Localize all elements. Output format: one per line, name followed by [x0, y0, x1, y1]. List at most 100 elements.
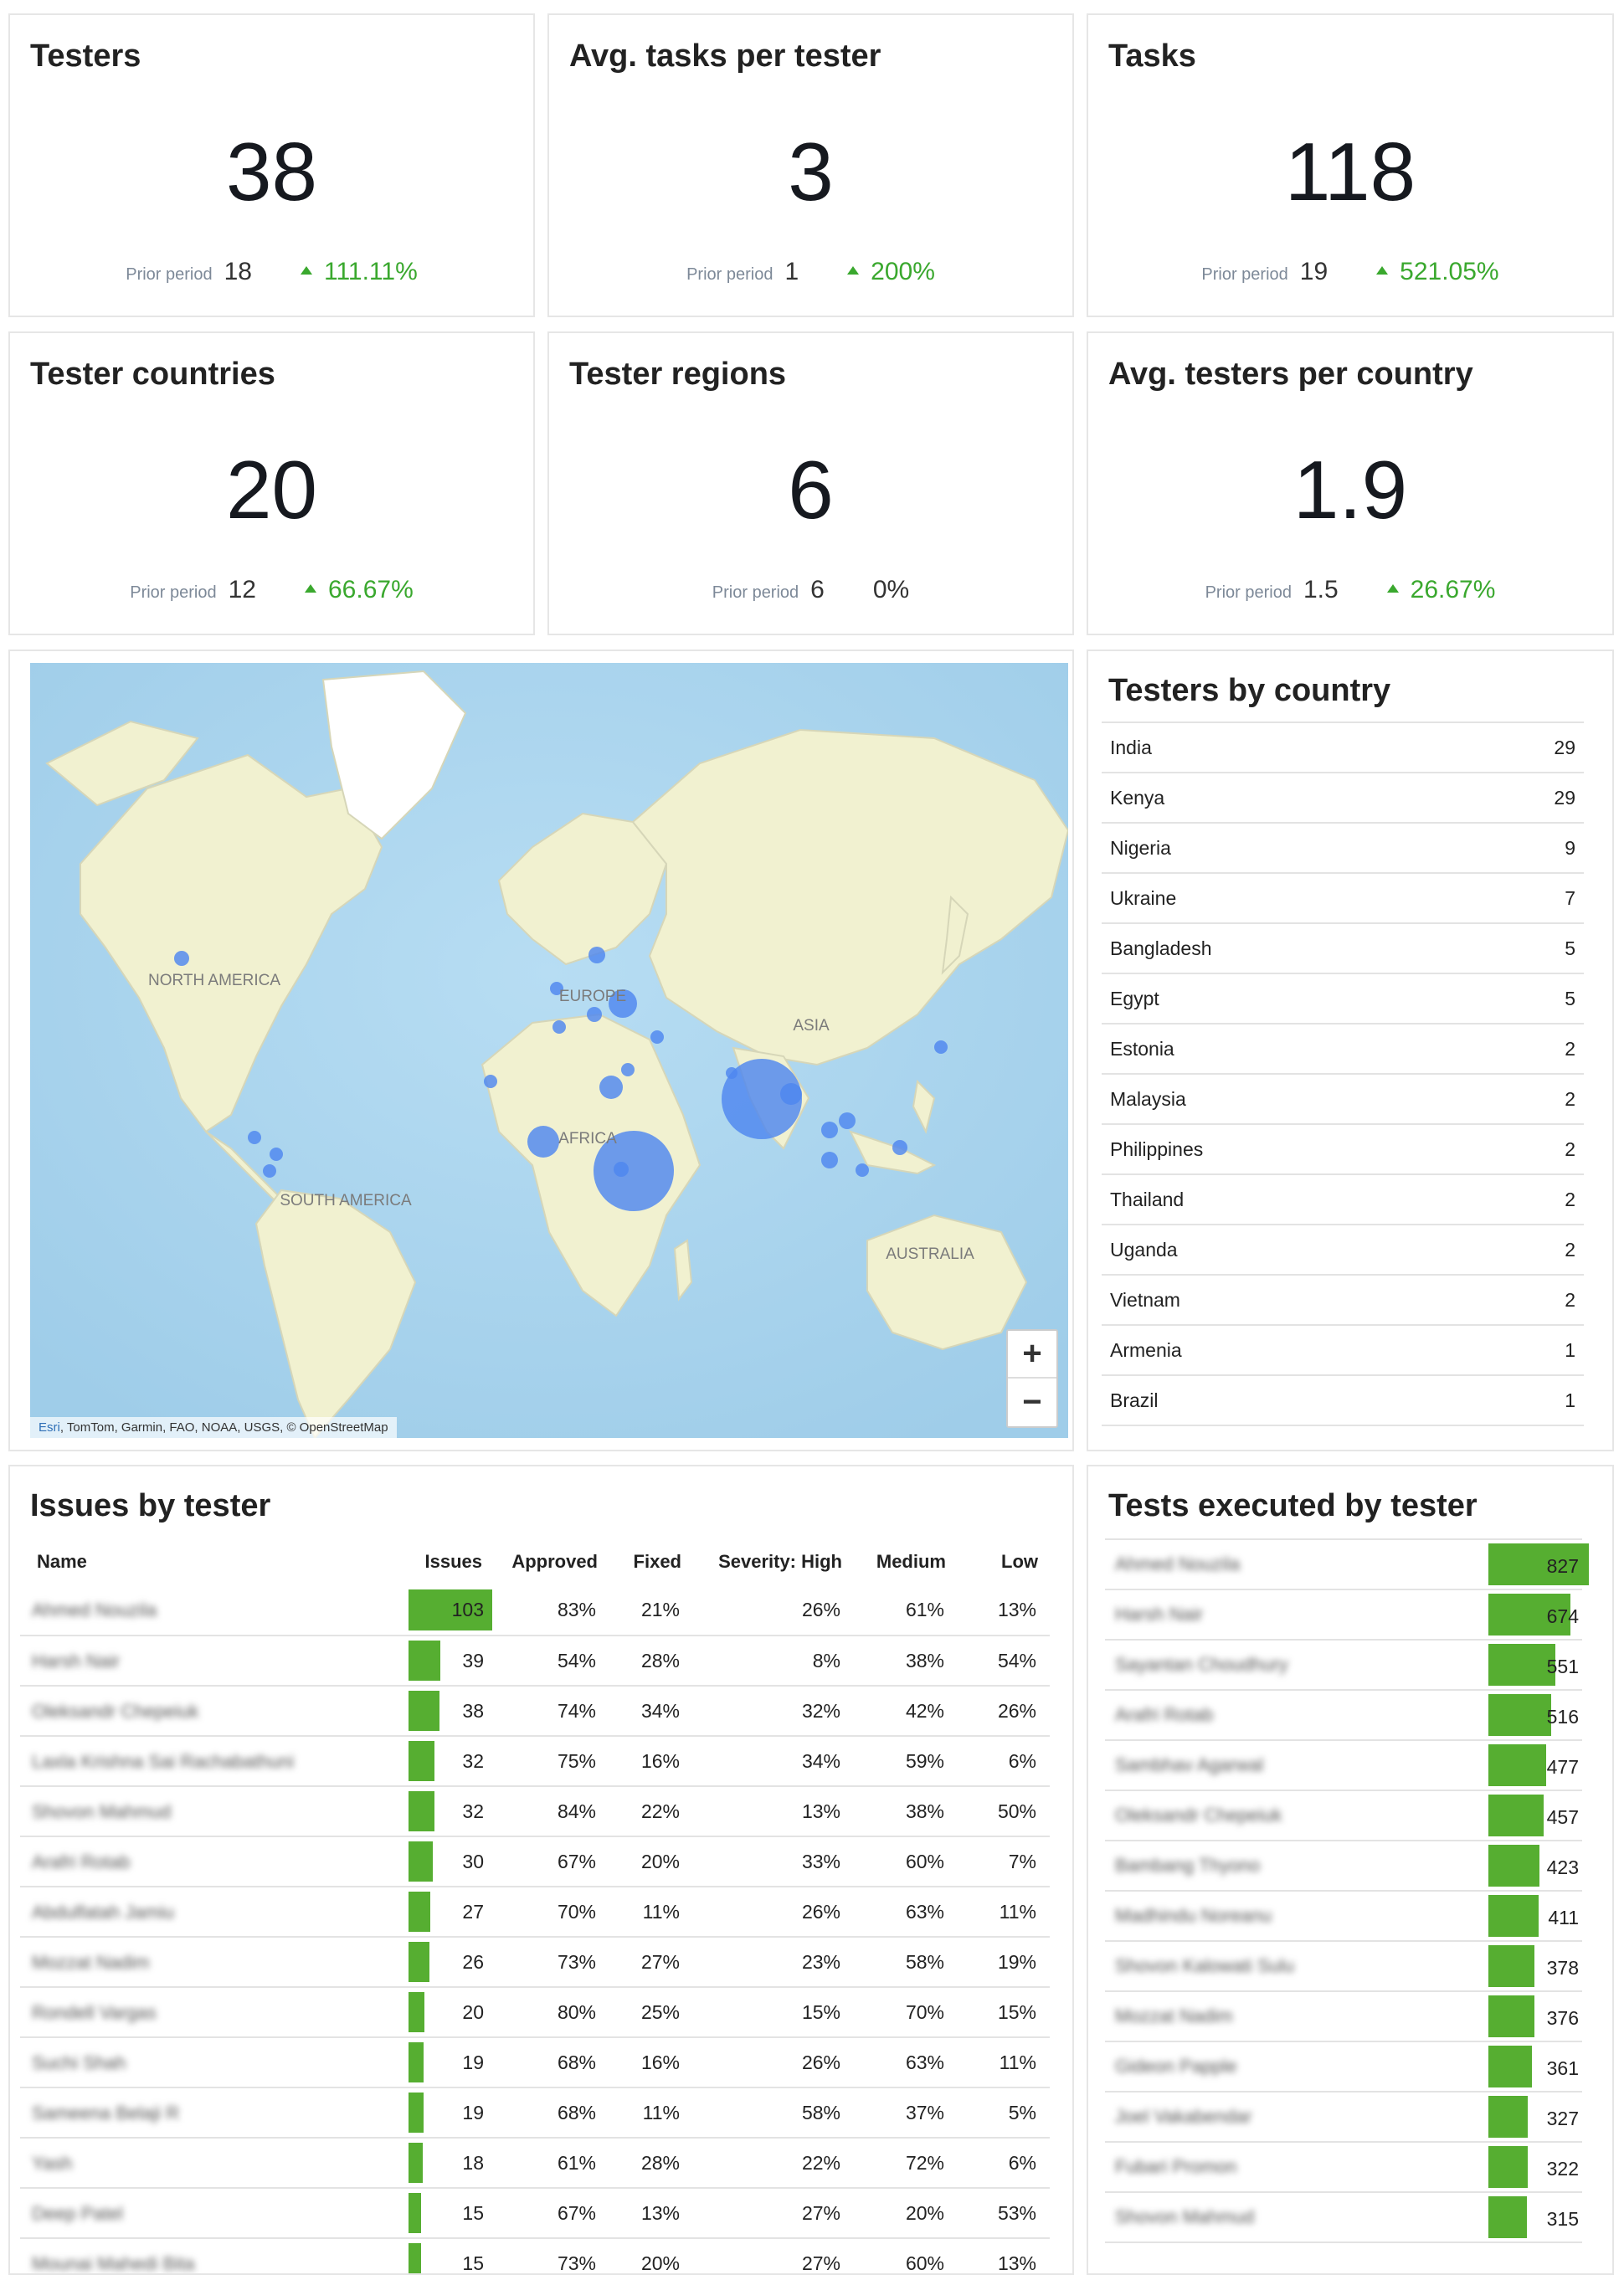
- tester-location-bubbles[interactable]: [174, 947, 948, 1211]
- list-item[interactable]: Armenia 1: [1102, 1326, 1584, 1376]
- list-item[interactable]: Bangladesh 5: [1102, 924, 1584, 974]
- map-bubble-japan[interactable]: [934, 1040, 948, 1054]
- map-bubble-colombia[interactable]: [270, 1148, 283, 1161]
- map-bubble-west-africa[interactable]: [484, 1075, 497, 1088]
- map-bubble-ukraine[interactable]: [609, 989, 637, 1018]
- column-header-fixed[interactable]: Fixed: [633, 1551, 681, 1572]
- zoom-out-button[interactable]: −: [1022, 1384, 1042, 1420]
- map-bubble-kenya[interactable]: [594, 1131, 674, 1211]
- issues-bar: [409, 1992, 424, 2032]
- list-item[interactable]: Estonia 2: [1102, 1024, 1584, 1075]
- table-row[interactable]: Abdulfatah Jamiu 27 70% 11% 26% 63% 11%: [20, 1887, 1050, 1938]
- map-bubble-north-america[interactable]: [174, 951, 189, 966]
- tester-name-cell[interactable]: Yash: [20, 2138, 409, 2189]
- list-item[interactable]: Vietnam 2: [1102, 1276, 1584, 1326]
- esri-link[interactable]: Esri: [39, 1420, 60, 1435]
- world-map[interactable]: NORTH AMERICA EUROPE ASIA AFRICA SOUTH A…: [30, 663, 1068, 1438]
- table-row[interactable]: Rondell Vargas 20 80% 25% 15% 70% 15%: [20, 1987, 1050, 2038]
- map-bubble-india[interactable]: [722, 1059, 802, 1139]
- list-item[interactable]: Bambang Thyono 423: [1105, 1841, 1582, 1892]
- map-bubble-thailand[interactable]: [821, 1122, 838, 1138]
- map-bubble-pakistan[interactable]: [726, 1067, 737, 1079]
- tester-name: Arafri Rotab: [1115, 1704, 1214, 1725]
- table-row[interactable]: Shovon Mahmud 32 84% 22% 13% 38% 50%: [20, 1786, 1050, 1837]
- list-item[interactable]: Uganda 2: [1102, 1225, 1584, 1276]
- list-item[interactable]: Oleksandr Chepeiuk 457: [1105, 1791, 1582, 1841]
- map-bubble-nigeria[interactable]: [527, 1126, 559, 1158]
- low-cell: 7%: [958, 1836, 1050, 1887]
- tester-name-cell[interactable]: Harsh Nair: [20, 1636, 409, 1687]
- map-bubble-ecuador[interactable]: [263, 1164, 276, 1178]
- map-bubble-armenia[interactable]: [650, 1030, 664, 1044]
- issues-bar: [409, 1892, 430, 1932]
- list-item[interactable]: Fubari Promon 322: [1105, 2143, 1582, 2193]
- map-bubble-europe-west[interactable]: [550, 982, 563, 995]
- map-bubble-uganda[interactable]: [614, 1162, 629, 1177]
- tester-name-cell[interactable]: Laxla Krishna Sai Rachabathuni: [20, 1736, 409, 1787]
- list-item[interactable]: Sambhav Agarwal 477: [1105, 1741, 1582, 1791]
- table-row[interactable]: Deep Patel 15 67% 13% 27% 20% 53%: [20, 2188, 1050, 2239]
- table-row[interactable]: Yash 18 61% 28% 22% 72% 6%: [20, 2138, 1050, 2189]
- tester-name-cell[interactable]: Abdulfatah Jamiu: [20, 1887, 409, 1938]
- list-item[interactable]: Harsh Nair 674: [1105, 1590, 1582, 1641]
- tester-name-cell[interactable]: Shovon Mahmud: [20, 1786, 409, 1837]
- tester-name-cell[interactable]: Ahmed Nouzila: [20, 1585, 409, 1636]
- column-header-severity-high[interactable]: Severity: High: [718, 1551, 842, 1572]
- map-bubble-middle-east[interactable]: [621, 1063, 635, 1076]
- tester-name-cell[interactable]: Sameena Belaji R: [20, 2087, 409, 2139]
- zoom-in-button[interactable]: +: [1008, 1331, 1056, 1379]
- table-row[interactable]: Oleksandr Chepeiuk 38 74% 34% 32% 42% 26%: [20, 1686, 1050, 1737]
- map-bubble-estonia[interactable]: [588, 947, 605, 963]
- list-item[interactable]: Sayantan Choudhury 551: [1105, 1641, 1582, 1691]
- list-item[interactable]: Nigeria 9: [1102, 824, 1584, 874]
- table-row[interactable]: Sameena Belaji R 19 68% 11% 58% 37% 5%: [20, 2087, 1050, 2139]
- list-item[interactable]: Thailand 2: [1102, 1175, 1584, 1225]
- list-item[interactable]: Brazil 1: [1102, 1376, 1584, 1426]
- list-item[interactable]: Malaysia 2: [1102, 1075, 1584, 1125]
- tester-name-cell[interactable]: Arafri Rotab: [20, 1836, 409, 1887]
- list-item[interactable]: Madhindu Noreanu 411: [1105, 1892, 1582, 1942]
- list-item[interactable]: Arafri Rotab 516: [1105, 1691, 1582, 1741]
- list-item[interactable]: Ukraine 7: [1102, 874, 1584, 924]
- list-item[interactable]: Egypt 5: [1102, 974, 1584, 1024]
- list-item[interactable]: Shovon Kalowati Sulu 378: [1105, 1942, 1582, 1992]
- tester-name-cell[interactable]: Mounai Mahedi Bita: [20, 2238, 409, 2273]
- table-row[interactable]: Harsh Nair 39 54% 28% 8% 38% 54%: [20, 1636, 1050, 1687]
- country-name: Bangladesh: [1110, 937, 1212, 959]
- medium-cell: 59%: [854, 1736, 958, 1787]
- tester-name-cell[interactable]: Suchi Shah: [20, 2037, 409, 2088]
- list-item[interactable]: Ahmed Nouzila 827: [1105, 1540, 1589, 1590]
- map-bubble-europe-central[interactable]: [587, 1007, 602, 1022]
- map-bubble-indonesia[interactable]: [856, 1163, 869, 1177]
- tester-name-cell[interactable]: Deep Patel: [20, 2188, 409, 2239]
- table-row[interactable]: Mounai Mahedi Bita 15 73% 20% 27% 60% 13%: [20, 2238, 1050, 2273]
- list-item[interactable]: Kenya 29: [1102, 773, 1584, 824]
- list-item[interactable]: Joel Vakabendar 327: [1105, 2093, 1582, 2143]
- table-row[interactable]: Mozzat Nadim 26 73% 27% 23% 58% 19%: [20, 1937, 1050, 1988]
- column-header-approved[interactable]: Approved: [511, 1551, 598, 1572]
- map-bubble-central-america[interactable]: [248, 1131, 261, 1144]
- tester-name-cell[interactable]: Oleksandr Chepeiuk: [20, 1686, 409, 1737]
- table-row[interactable]: Arafri Rotab 30 67% 20% 33% 60% 7%: [20, 1836, 1050, 1887]
- tester-name-cell[interactable]: Mozzat Nadim: [20, 1937, 409, 1988]
- map-bubble-malaysia[interactable]: [821, 1152, 838, 1168]
- column-header-name[interactable]: Name: [37, 1551, 87, 1572]
- tester-name-cell[interactable]: Rondell Vargas: [20, 1987, 409, 2038]
- delta-value: 0%: [872, 576, 910, 603]
- list-item[interactable]: Mozzat Nadim 376: [1105, 1992, 1582, 2042]
- list-item[interactable]: Philippines 2: [1102, 1125, 1584, 1175]
- list-item[interactable]: Shovon Mahmud 315: [1105, 2193, 1582, 2243]
- column-header-medium[interactable]: Medium: [876, 1551, 946, 1572]
- table-row[interactable]: Suchi Shah 19 68% 16% 26% 63% 11%: [20, 2037, 1050, 2088]
- map-bubble-egypt[interactable]: [599, 1076, 623, 1099]
- map-bubble-europe-south[interactable]: [552, 1020, 566, 1034]
- table-row[interactable]: Ahmed Nouzila 103 83% 21% 26% 61% 13%: [20, 1585, 1050, 1636]
- column-header-issues[interactable]: Issues: [424, 1551, 483, 1572]
- map-bubble-philippines[interactable]: [892, 1140, 907, 1155]
- list-item[interactable]: Gideon Papple 361: [1105, 2042, 1582, 2093]
- column-header-low[interactable]: Low: [1001, 1551, 1038, 1572]
- table-row[interactable]: Laxla Krishna Sai Rachabathuni 32 75% 16% 34…: [20, 1736, 1050, 1787]
- map-bubble-vietnam[interactable]: [839, 1112, 856, 1129]
- list-item[interactable]: India 29: [1102, 723, 1584, 773]
- map-bubble-bangladesh[interactable]: [780, 1083, 802, 1105]
